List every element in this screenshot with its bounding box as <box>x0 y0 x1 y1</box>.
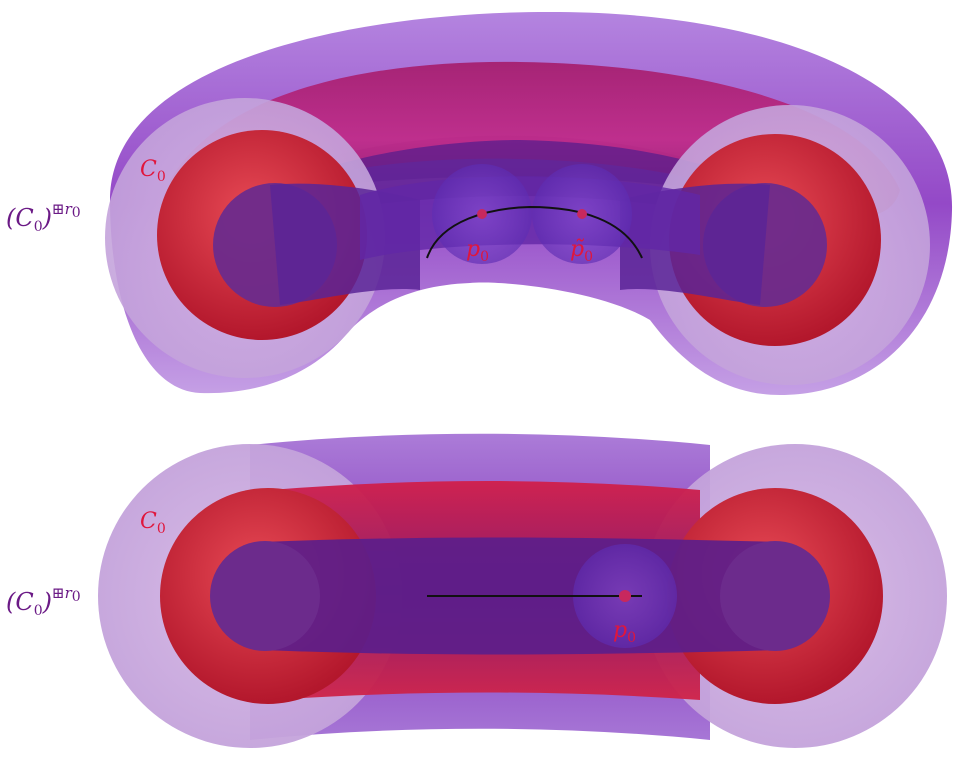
bottom-outer-label: (C0)⊞r0 <box>6 584 81 619</box>
bottom-right-cap-core <box>720 541 830 651</box>
top-point-p0-tilde <box>577 209 587 219</box>
top-point-p0 <box>477 209 487 219</box>
top-black-arc <box>426 205 643 259</box>
bottom-curve-label: C0 <box>140 509 166 537</box>
bottom-panel: (C0)⊞r0 C0 p0 <box>6 433 947 748</box>
bottom-left-cap-core <box>210 541 320 651</box>
top-curve-label: C0 <box>140 157 166 185</box>
top-outer-label: (C0)⊞r0 <box>6 200 81 235</box>
top-point-label: p0 <box>466 237 489 265</box>
bottom-point-label: p0 <box>613 618 636 646</box>
top-panel: (C0)⊞r0 C0 p0 p̃0 <box>6 11 953 396</box>
top-point2-label: p̃0 <box>570 237 593 265</box>
bottom-point-p0 <box>619 590 631 602</box>
